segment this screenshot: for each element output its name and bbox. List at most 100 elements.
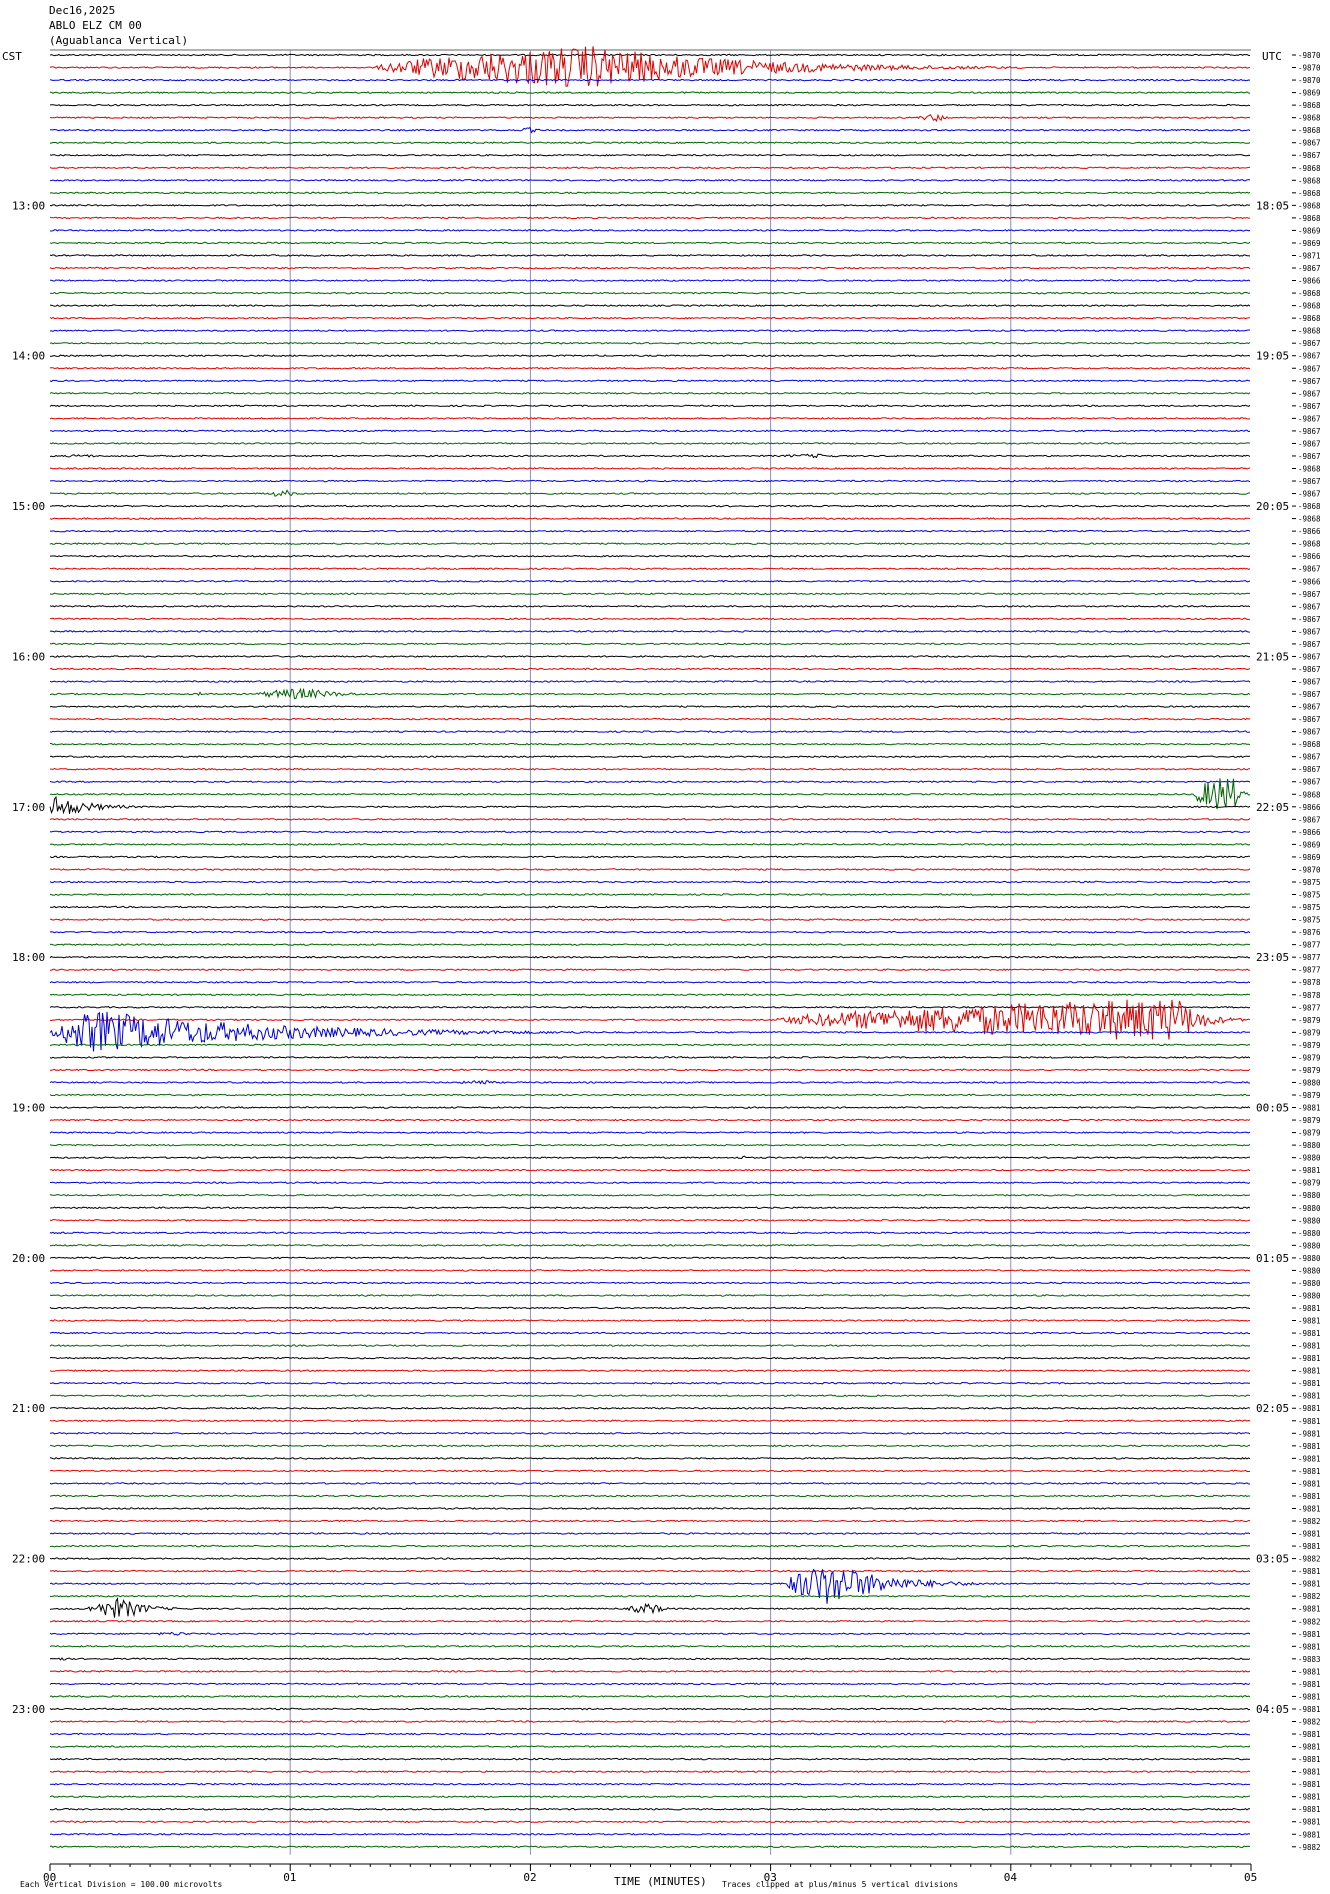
trace-offset-label: -9881 <box>1298 1166 1321 1175</box>
trace-offset-label: -9867 <box>1298 490 1321 499</box>
x-tick-label: 02 <box>523 1871 536 1884</box>
trace-line <box>49 304 1251 307</box>
trace-offset-label: -9867 <box>1298 565 1321 574</box>
trace-offset-label: -9870 <box>1298 76 1321 85</box>
trace-line <box>49 91 1251 94</box>
trace-offset-label: -9867 <box>1298 590 1321 599</box>
trace-line <box>49 1670 1251 1673</box>
trace-offset-label: -9868 <box>1298 502 1321 511</box>
trace-line <box>49 379 1250 383</box>
trace-line <box>49 1732 1250 1736</box>
trace-offset-label: -9881 <box>1298 1768 1321 1777</box>
trace-labels: -9870 -9870 -9870 -9869 -9868 -9868 -9868 -9867… <box>12 51 1321 1852</box>
trace-line <box>49 999 1251 1040</box>
trace-line <box>49 1544 1251 1548</box>
trace-offset-label: -9879 <box>1298 1028 1321 1037</box>
trace-offset-label: -9881 <box>1298 1580 1321 1589</box>
trace-offset-label: -9868 <box>1298 314 1321 323</box>
trace-offset-label: -9867 <box>1298 678 1321 687</box>
trace-offset-label: -9877 <box>1298 1003 1321 1012</box>
trace-line <box>49 1056 1251 1059</box>
trace-line <box>50 229 1251 232</box>
trace-offset-label: -9868 <box>1298 176 1321 185</box>
trace-line <box>49 642 1251 646</box>
trace-line <box>49 717 1251 721</box>
trace-offset-label: -9881 <box>1298 1479 1321 1488</box>
trace-line <box>49 830 1251 834</box>
trace-line <box>49 316 1251 320</box>
trace-line <box>50 742 1251 746</box>
trace-offset-label: -9881 <box>1298 1354 1321 1363</box>
trace-offset-label: -9880 <box>1298 1266 1321 1275</box>
trace-offset-label: -9867 <box>1298 815 1321 824</box>
trace-offset-label: -9881 <box>1298 1705 1321 1714</box>
trace-offset-label: -9881 <box>1298 1793 1321 1802</box>
right-hour-label: 21:05 <box>1256 650 1289 663</box>
trace-line <box>49 1532 1251 1535</box>
left-hour-label: 16:00 <box>12 650 45 663</box>
trace-line <box>49 1419 1251 1423</box>
trace-offset-label: -9875 <box>1298 891 1321 900</box>
clip-note: Traces clipped at plus/minus 5 vertical … <box>722 1880 958 1889</box>
trace-offset-label: -9881 <box>1298 1830 1321 1839</box>
trace-offset-label: -9867 <box>1298 364 1321 373</box>
trace-offset-label: -9867 <box>1298 339 1321 348</box>
trace-line <box>49 955 1251 959</box>
trace-line <box>49 442 1251 445</box>
trace-line <box>49 880 1251 884</box>
trace-offset-label: -9878 <box>1298 991 1321 1000</box>
trace-line <box>49 479 1251 483</box>
trace-line <box>49 291 1251 295</box>
trace-line <box>49 1218 1251 1222</box>
trace-line <box>49 241 1251 245</box>
trace-offset-label: -9880 <box>1298 1154 1321 1163</box>
trace-offset-label: -9867 <box>1298 715 1321 724</box>
trace-offset-label: -9867 <box>1298 703 1321 712</box>
trace-offset-label: -9882 <box>1298 1617 1321 1626</box>
trace-offset-label: -9866 <box>1298 803 1321 812</box>
trace-line <box>49 166 1251 170</box>
trace-offset-label: -9867 <box>1298 427 1321 436</box>
trace-line <box>49 667 1251 671</box>
trace-line <box>49 429 1251 433</box>
trace-offset-label: -9881 <box>1298 1317 1321 1326</box>
trace-offset-label: -9879 <box>1298 1129 1321 1138</box>
trace-line <box>49 855 1251 859</box>
trace-offset-label: -9868 <box>1298 114 1321 123</box>
x-tick-label: 01 <box>283 1871 296 1884</box>
trace-offset-label: -9870 <box>1298 64 1321 73</box>
trace-line <box>49 1381 1251 1385</box>
trace-line <box>50 1594 1251 1598</box>
trace-offset-label: -9878 <box>1298 978 1321 987</box>
trace-offset-label: -9877 <box>1298 953 1321 962</box>
trace-line <box>49 204 1251 207</box>
trace-offset-label: -9867 <box>1298 765 1321 774</box>
trace-offset-label: -9867 <box>1298 414 1321 423</box>
trace-offset-label: -9867 <box>1298 389 1321 398</box>
trace-offset-label: -9868 <box>1298 740 1321 749</box>
x-tick-label: 04 <box>1004 1871 1018 1884</box>
trace-offset-label: -9881 <box>1298 1417 1321 1426</box>
trace-line <box>49 489 1250 497</box>
trace-offset-label: -9866 <box>1298 828 1321 837</box>
trace-offset-label: -9868 <box>1298 189 1321 198</box>
trace-offset-label: -9867 <box>1298 439 1321 448</box>
trace-offset-label: -9879 <box>1298 1053 1321 1062</box>
trace-line <box>49 103 1251 107</box>
trace-line <box>50 1820 1251 1824</box>
trace-offset-label: -9879 <box>1298 1091 1321 1100</box>
right-timezone-label: UTC <box>1262 50 1282 63</box>
trace-offset-label: -9877 <box>1298 941 1321 950</box>
trace-offset-label: -9881 <box>1298 1630 1321 1639</box>
trace-line <box>49 279 1251 282</box>
trace-line <box>49 795 1251 815</box>
seismic-traces <box>49 46 1251 1849</box>
right-hour-label: 01:05 <box>1256 1252 1289 1265</box>
trace-offset-label: -9875 <box>1298 916 1321 925</box>
trace-offset-label: -9867 <box>1298 665 1321 674</box>
trace-line <box>49 1619 1251 1623</box>
trace-offset-label: -9882 <box>1298 1843 1321 1852</box>
trace-line <box>49 1644 1251 1648</box>
x-tick-label: 05 <box>1244 1871 1257 1884</box>
trace-line <box>49 780 1251 784</box>
